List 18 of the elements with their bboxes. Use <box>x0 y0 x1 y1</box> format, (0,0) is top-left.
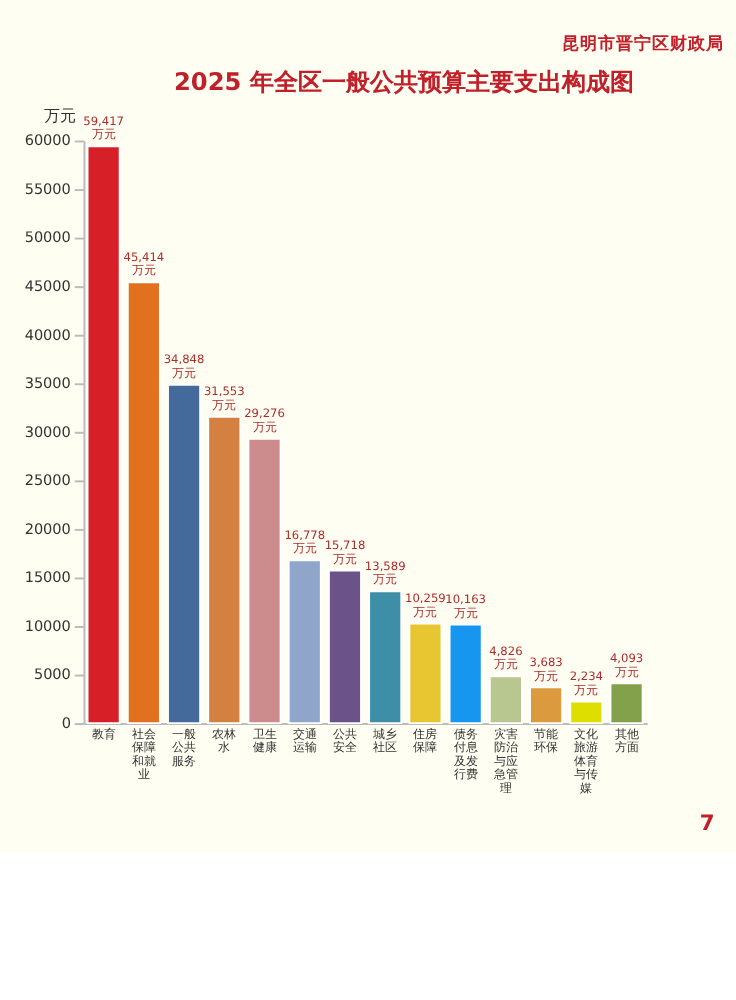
bar <box>448 623 483 725</box>
bar <box>609 682 644 725</box>
bar <box>529 686 564 725</box>
chart-title: 2025 年全区一般公共预算主要支出构成图 <box>173 68 634 97</box>
bar <box>167 383 202 725</box>
bar <box>207 415 242 725</box>
text: 昆明市晋宁区财政局 <box>562 33 725 56</box>
y-axis-title: 万元 <box>43 107 76 126</box>
text: 7 <box>699 809 715 836</box>
bar <box>247 437 282 725</box>
bar <box>126 281 161 725</box>
bar <box>327 569 363 725</box>
bar <box>368 590 403 725</box>
bar <box>287 559 322 725</box>
bar <box>408 622 443 725</box>
bar <box>488 675 523 725</box>
bar <box>569 700 604 725</box>
bar <box>86 145 121 725</box>
